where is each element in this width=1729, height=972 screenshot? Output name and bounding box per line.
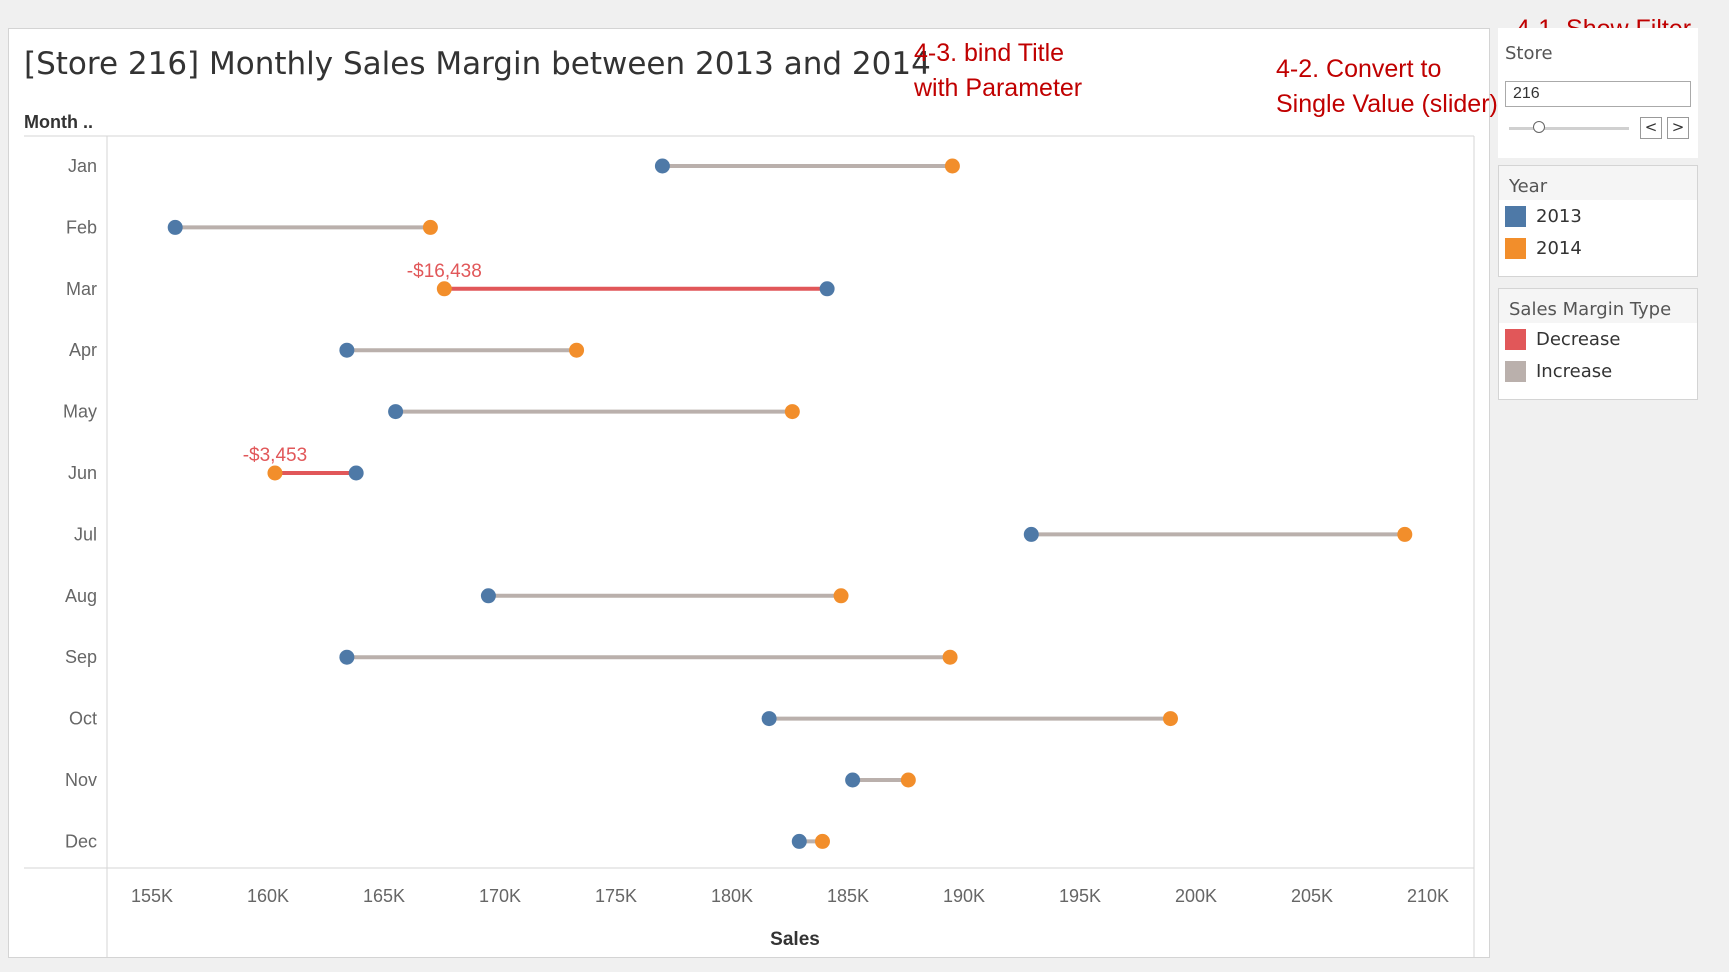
legend-item-2013[interactable]: 2013: [1499, 200, 1697, 232]
store-slider-thumb[interactable]: [1533, 121, 1545, 133]
point-2014[interactable]: [1397, 526, 1413, 542]
x-tick-label: 180K: [711, 886, 753, 906]
x-tick-label: 205K: [1291, 886, 1333, 906]
store-input[interactable]: 216: [1505, 81, 1691, 107]
store-next-button[interactable]: >: [1667, 117, 1689, 139]
y-tick-label: Apr: [69, 340, 97, 360]
point-2014[interactable]: [944, 158, 960, 174]
annotation-line: 4-2. Convert to: [1276, 55, 1442, 83]
store-slider-track[interactable]: [1509, 127, 1629, 130]
y-tick-label: Dec: [65, 831, 97, 851]
x-tick-label: 175K: [595, 886, 637, 906]
point-2013[interactable]: [348, 465, 364, 481]
annotation-line: Single Value (slider): [1276, 90, 1498, 118]
point-2013[interactable]: [167, 219, 183, 235]
y-tick-label: Feb: [66, 217, 97, 237]
y-tick-label: Mar: [66, 279, 97, 299]
legend-swatch: [1505, 328, 1526, 350]
point-2013[interactable]: [1023, 526, 1039, 542]
point-2014[interactable]: [422, 219, 438, 235]
x-axis-title: Sales: [770, 929, 820, 950]
legend-swatch: [1505, 237, 1526, 259]
legend-label: 2014: [1536, 237, 1582, 259]
legend-swatch: [1505, 205, 1526, 227]
y-tick-label: Aug: [65, 586, 97, 606]
legend-item-decrease[interactable]: Decrease: [1499, 323, 1697, 355]
year-legend-title: Year: [1499, 166, 1697, 200]
point-2013[interactable]: [480, 588, 496, 604]
margin-legend-title: Sales Margin Type: [1499, 289, 1697, 323]
store-filter-label: Store: [1505, 43, 1553, 64]
point-2014[interactable]: [942, 649, 958, 665]
chart-marks: -$16,438 -$3,453: [167, 158, 1413, 849]
y-tick-label: May: [63, 402, 97, 422]
point-2014[interactable]: [436, 281, 452, 297]
annotation-line: 4-3. bind Title: [914, 39, 1065, 67]
y-axis: Jan Feb Mar Apr May Jun Jul Aug Sep Oct Nov Dec: [63, 156, 97, 851]
y-tick-label: Oct: [69, 709, 97, 729]
x-tick-label: 185K: [827, 886, 869, 906]
x-tick-label: 210K: [1407, 886, 1449, 906]
x-axis: 155K 160K 165K 170K 175K 180K 185K 190K 195K 200K…: [131, 886, 1449, 906]
store-filter: Store 216 < >: [1498, 28, 1698, 158]
margin-data-label: -$3,453: [243, 445, 307, 466]
x-tick-label: 170K: [479, 886, 521, 906]
point-2014[interactable]: [814, 833, 830, 849]
point-2013[interactable]: [819, 281, 835, 297]
y-tick-label: Nov: [65, 770, 97, 790]
store-prev-button[interactable]: <: [1640, 117, 1662, 139]
page-title: [Store 216] Monthly Sales Margin between…: [24, 46, 931, 82]
y-tick-label: Jul: [74, 524, 97, 544]
point-2014[interactable]: [833, 588, 849, 604]
y-tick-label: Sep: [65, 647, 97, 667]
year-legend: Year 2013 2014: [1498, 165, 1698, 277]
point-2013[interactable]: [339, 342, 355, 358]
point-2014[interactable]: [267, 465, 283, 481]
chart-panel: [8, 28, 1490, 958]
y-axis-title: Month ..: [24, 112, 93, 132]
point-2014[interactable]: [900, 772, 916, 788]
margin-data-label: -$16,438: [407, 261, 482, 282]
margin-legend: Sales Margin Type Decrease Increase: [1498, 288, 1698, 400]
point-2014[interactable]: [1162, 711, 1178, 727]
annotation-bind-title: 4-3. bind Title with Parameter: [914, 36, 1082, 106]
y-tick-label: Jan: [68, 156, 97, 176]
point-2014[interactable]: [569, 342, 585, 358]
legend-label: 2013: [1536, 205, 1582, 227]
x-tick-label: 190K: [943, 886, 985, 906]
legend-item-increase[interactable]: Increase: [1499, 355, 1697, 387]
annotation-convert-slider: 4-2. Convert to Single Value (slider): [1276, 52, 1498, 122]
y-tick-label: Jun: [68, 463, 97, 483]
x-tick-label: 200K: [1175, 886, 1217, 906]
point-2013[interactable]: [845, 772, 861, 788]
x-tick-label: 160K: [247, 886, 289, 906]
x-tick-label: 155K: [131, 886, 173, 906]
point-2014[interactable]: [784, 404, 800, 420]
x-tick-label: 165K: [363, 886, 405, 906]
legend-label: Increase: [1536, 360, 1613, 382]
plot-frame: [24, 135, 1475, 957]
point-2013[interactable]: [654, 158, 670, 174]
point-2013[interactable]: [339, 649, 355, 665]
point-2013[interactable]: [791, 833, 807, 849]
legend-swatch: [1505, 360, 1526, 382]
point-2013[interactable]: [388, 404, 404, 420]
legend-label: Decrease: [1536, 328, 1621, 350]
point-2013[interactable]: [761, 711, 777, 727]
annotation-line: with Parameter: [914, 74, 1083, 102]
x-tick-label: 195K: [1059, 886, 1101, 906]
legend-item-2014[interactable]: 2014: [1499, 232, 1697, 264]
